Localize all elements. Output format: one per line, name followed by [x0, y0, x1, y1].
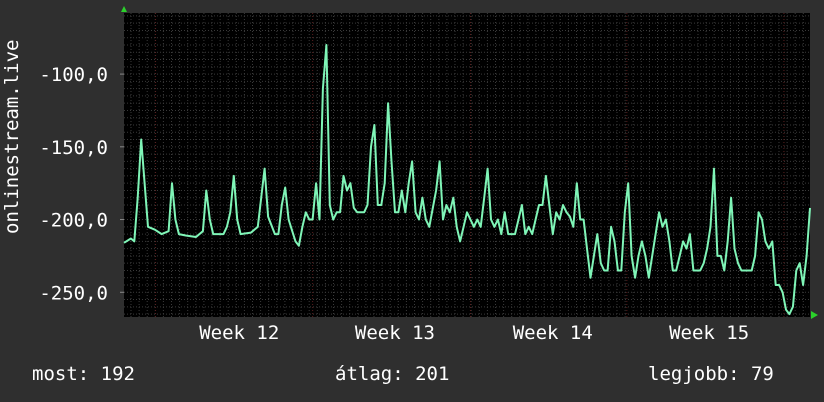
x-ticks: Week 12 Week 13 Week 14 Week 15: [199, 322, 749, 344]
x-tick-label: Week 13: [355, 322, 435, 344]
y-axis-arrow: [121, 6, 127, 12]
y-tick-label: -150,0: [39, 137, 108, 159]
y-axis-label: onlinestream.live: [1, 39, 23, 234]
x-tick-label: Week 14: [513, 322, 593, 344]
series-line: [123, 44, 811, 316]
y-tick-label: -100,0: [39, 64, 108, 86]
footer-best: legjobb: 79: [648, 363, 774, 385]
y-ticks: -100,0 -150,0 -200,0 -250,0: [39, 64, 124, 304]
y-tick-label: -250,0: [39, 282, 108, 304]
footer-average: átlag: 201: [335, 363, 450, 385]
x-tick-label: Week 12: [199, 322, 279, 344]
footer-current: most: 192: [32, 363, 135, 385]
y-tick-label: -200,0: [39, 210, 108, 232]
x-tick-label: Week 15: [669, 322, 749, 344]
grid-minor: [124, 13, 810, 317]
x-axis-arrow: [811, 311, 818, 319]
plot-area: [124, 13, 810, 317]
